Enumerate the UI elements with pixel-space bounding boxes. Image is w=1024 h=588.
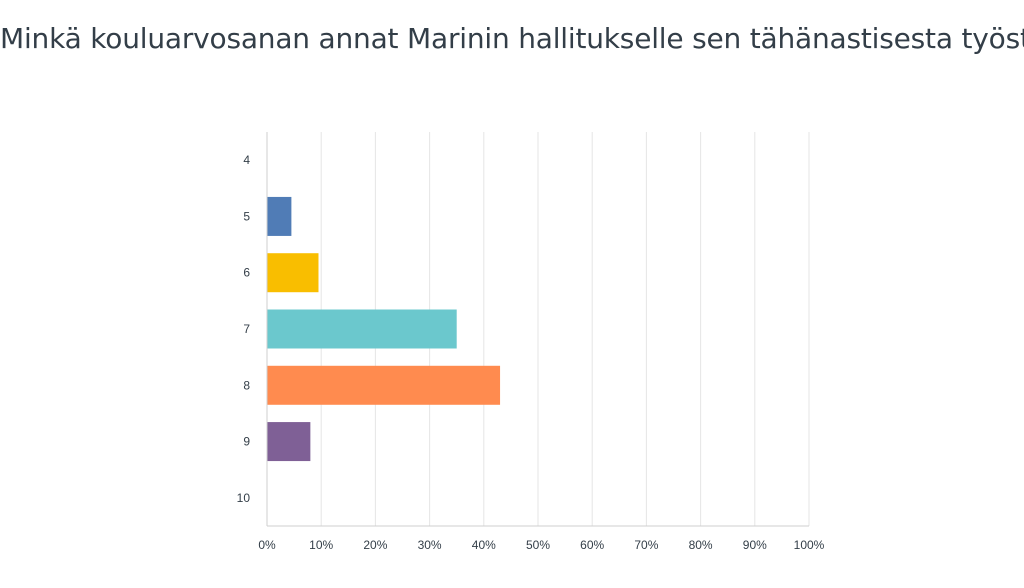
y-tick-label: 7 [243, 322, 250, 336]
y-tick-label: 4 [243, 153, 250, 167]
x-tick-label: 0% [258, 538, 276, 552]
bar-6 [267, 253, 319, 293]
x-tick-label: 90% [743, 538, 767, 552]
x-tick-label: 80% [689, 538, 713, 552]
bars [267, 196, 501, 462]
y-tick-label: 6 [243, 266, 250, 280]
y-tick-label: 9 [243, 435, 250, 449]
bar-9 [267, 422, 311, 462]
x-tick-label: 70% [634, 538, 658, 552]
y-tick-label: 8 [243, 378, 250, 392]
x-tick-label: 10% [309, 538, 333, 552]
x-tick-label: 40% [472, 538, 496, 552]
y-tick-label: 5 [243, 209, 250, 223]
axes [266, 132, 809, 527]
x-tick-label: 30% [418, 538, 442, 552]
bar-8 [267, 365, 501, 405]
x-tick-label: 60% [580, 538, 604, 552]
bar-7 [267, 309, 457, 349]
y-tick-label: 10 [237, 491, 251, 505]
tick-labels: 0% 10% 20% 30% 40% 50% 60% 70% 80% 90% 100% 4 5 6 7 8 9 1… [237, 153, 825, 552]
x-tick-label: 50% [526, 538, 550, 552]
x-tick-label: 100% [794, 538, 825, 552]
chart-title: Minkä kouluarvosanan annat Marinin halli… [0, 22, 1024, 55]
x-tick-label: 20% [363, 538, 387, 552]
bar-5 [267, 196, 292, 236]
